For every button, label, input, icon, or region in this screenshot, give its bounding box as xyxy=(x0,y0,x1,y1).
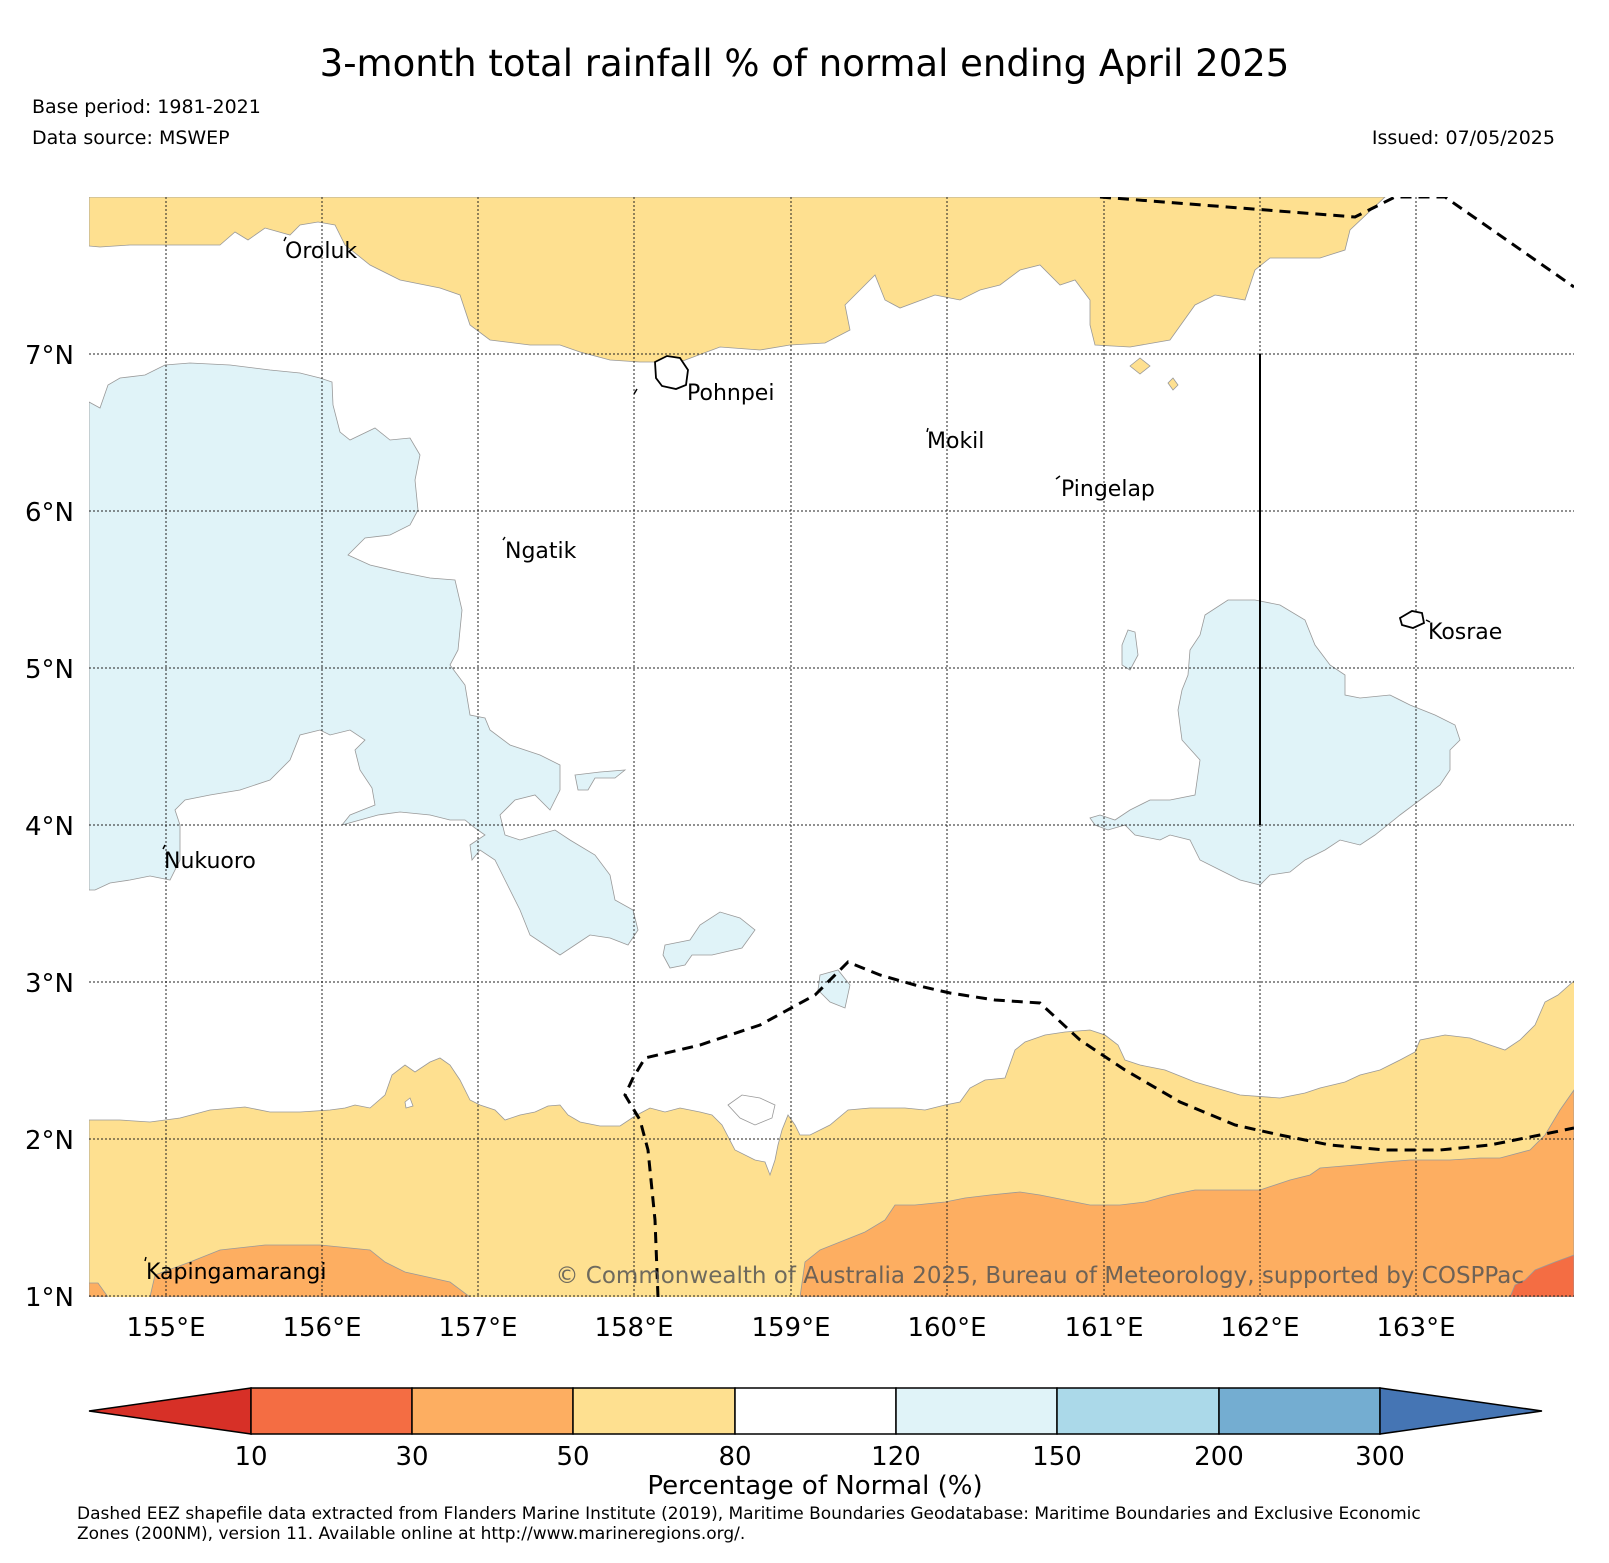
base-period: Base period: 1981-2021 xyxy=(32,96,261,118)
island-label-nukuoro: Nukuoro xyxy=(164,849,256,874)
rainfall-zone-small-1 xyxy=(1129,357,1151,375)
rainfall-zone-120-150-small-a xyxy=(574,769,627,791)
lon-label-161e: 161°E xyxy=(1064,1313,1143,1343)
rainfall-zone-120-150-east-small xyxy=(1121,629,1139,671)
eez-boundaries xyxy=(623,197,1574,1297)
island-label-pohnpei: Pohnpei xyxy=(687,381,774,406)
colorbar-extend-high xyxy=(1379,1387,1543,1435)
lon-label-162e: 162°E xyxy=(1220,1313,1299,1343)
lon-label-163e: 163°E xyxy=(1376,1313,1455,1343)
lon-label-156e: 156°E xyxy=(282,1313,361,1343)
lon-label-159e: 159°E xyxy=(751,1313,830,1343)
footer-line-1: Dashed EEZ shapefile data extracted from… xyxy=(77,1504,1421,1524)
lon-label-157e: 157°E xyxy=(438,1313,517,1343)
lat-label-7n: 7°N xyxy=(25,341,74,371)
colorbar-box-200-300 xyxy=(1218,1387,1381,1435)
island-label-kapingamarangi: Kapingamarangi xyxy=(146,1260,326,1285)
longitude-labels: 155°E 156°E 157°E 158°E 159°E 160°E 161°… xyxy=(126,1313,1455,1343)
lon-label-160e: 160°E xyxy=(907,1313,986,1343)
colorbar-tick-120: 120 xyxy=(871,1442,921,1472)
lat-label-3n: 3°N xyxy=(25,969,74,999)
issued-date: Issued: 07/05/2025 xyxy=(1371,127,1555,149)
colorbar-box-50-80 xyxy=(572,1387,736,1435)
lat-label-6n: 6°N xyxy=(25,498,74,528)
pohnpei-islet xyxy=(633,388,638,395)
island-label-oroluk: Oroluk xyxy=(285,239,357,264)
island-label-ngatik: Ngatik xyxy=(505,539,577,564)
lon-label-155e: 155°E xyxy=(126,1313,205,1343)
colorbar-tick-30: 30 xyxy=(395,1442,428,1472)
colorbar-box-10-30 xyxy=(250,1387,413,1435)
colorbar xyxy=(88,1387,1543,1435)
lon-label-158e: 158°E xyxy=(594,1313,673,1343)
footer-note: Dashed EEZ shapefile data extracted from… xyxy=(77,1504,1597,1544)
island-label-mokil: Mokil xyxy=(927,429,984,454)
colorbar-box-120-150 xyxy=(895,1387,1058,1435)
gridlines xyxy=(89,197,1574,1297)
map-panel: Oroluk Pohnpei Mokil Pingelap Ngatik Kos… xyxy=(89,197,1574,1297)
colorbar-tick-200: 200 xyxy=(1194,1442,1244,1472)
rainfall-zone-30-50-left xyxy=(89,1282,109,1297)
colorbar-box-30-50 xyxy=(411,1387,574,1435)
lat-label-2n: 2°N xyxy=(25,1126,74,1156)
colorbar-tick-80: 80 xyxy=(718,1442,751,1472)
colorbar-tick-150: 150 xyxy=(1032,1442,1082,1472)
map-figure: Oroluk Pohnpei Mokil Pingelap Ngatik Kos… xyxy=(25,197,1574,1500)
rainfall-zone-50-80-north xyxy=(89,197,1386,363)
copyright-text: © Commonwealth of Australia 2025, Bureau… xyxy=(555,1263,1524,1289)
rainfall-zone-120-150-east xyxy=(1089,599,1461,886)
latitude-labels: 7°N 6°N 5°N 4°N 3°N 2°N 1°N xyxy=(25,341,74,1313)
colorbar-box-150-200 xyxy=(1056,1387,1220,1435)
lat-label-1n: 1°N xyxy=(25,1283,74,1313)
lat-label-4n: 4°N xyxy=(25,812,74,842)
white-hole-south-1 xyxy=(727,1094,776,1126)
colorbar-extend-low xyxy=(88,1387,252,1435)
colorbar-box-80-120 xyxy=(734,1387,897,1435)
island-label-kosrae: Kosrae xyxy=(1428,620,1502,645)
colorbar-tick-300: 300 xyxy=(1355,1442,1405,1472)
rainfall-zone-120-150-small-b xyxy=(662,911,756,969)
pohnpei-outline xyxy=(654,355,689,390)
colorbar-title: Percentage of Normal (%) xyxy=(647,1471,982,1500)
white-hole-south-2 xyxy=(404,1097,414,1109)
data-source: Data source: MSWEP xyxy=(32,127,230,149)
kosrae-outline xyxy=(1398,610,1426,629)
rainfall-zone-10-30 xyxy=(1509,1254,1574,1297)
map-title: 3-month total rainfall % of normal endin… xyxy=(319,42,1290,85)
colorbar-ticks: 10 30 50 80 120 150 200 300 xyxy=(234,1442,1404,1472)
island-label-pingelap: Pingelap xyxy=(1061,477,1155,502)
colorbar-tick-50: 50 xyxy=(556,1442,589,1472)
footer-line-2: Zones (200NM), version 11. Available onl… xyxy=(77,1524,746,1544)
lat-label-5n: 5°N xyxy=(25,655,74,685)
rainfall-zone-small-2 xyxy=(1167,377,1179,391)
colorbar-tick-10: 10 xyxy=(234,1442,267,1472)
rainfall-zone-30-50-east xyxy=(799,1089,1574,1297)
rainfall-zone-30-50 xyxy=(149,1244,471,1297)
atoll-markers xyxy=(144,236,1431,1262)
